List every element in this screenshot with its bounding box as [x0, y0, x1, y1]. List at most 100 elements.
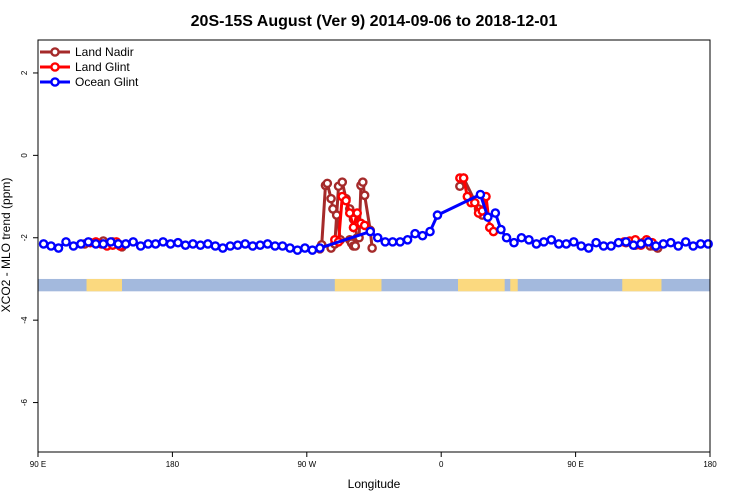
y-tick-label: -4: [20, 316, 29, 324]
land-strip-segment: [86, 278, 122, 292]
legend-label: Ocean Glint: [75, 75, 139, 89]
data-point: [458, 173, 469, 183]
data-point: [606, 241, 616, 251]
legend-marker: [50, 47, 60, 57]
data-point: [300, 243, 310, 253]
data-point: [417, 230, 428, 241]
data-point: [628, 240, 639, 250]
data-point: [255, 240, 265, 250]
data-point: [666, 237, 676, 248]
data-point: [432, 210, 443, 220]
data-point: [188, 239, 198, 249]
data-point: [658, 239, 669, 249]
data-point: [53, 243, 64, 253]
data-point: [158, 237, 168, 247]
data-point: [270, 241, 280, 251]
data-point: [372, 232, 383, 243]
data-point: [210, 241, 221, 251]
data-point: [262, 239, 273, 249]
data-point: [292, 245, 303, 255]
data-point: [546, 235, 557, 245]
series-layer: [38, 173, 713, 255]
data-point: [591, 237, 601, 248]
y-tick-label: -2: [20, 234, 29, 242]
y-axis: 2 0 -2 -4 -6: [20, 70, 38, 406]
y-tick-label: 2: [20, 70, 29, 75]
legend-label: Land Glint: [75, 60, 130, 74]
data-point: [113, 239, 124, 249]
land-strip-segment: [510, 278, 518, 292]
data-point: [501, 232, 512, 243]
data-point: [488, 226, 499, 237]
data-point: [490, 208, 501, 218]
data-point: [120, 239, 131, 249]
data-point: [307, 245, 318, 255]
x-tick-label: 0: [439, 460, 444, 469]
data-point: [61, 237, 71, 247]
y-tick-label: 0: [20, 153, 29, 158]
data-point: [496, 224, 506, 235]
legend-marker: [50, 62, 60, 72]
data-point: [83, 237, 94, 247]
data-point: [539, 237, 549, 247]
data-point: [576, 241, 587, 251]
data-point: [46, 241, 56, 251]
data-point: [38, 239, 49, 249]
data-point: [583, 243, 594, 253]
data-point: [402, 235, 413, 245]
data-point: [135, 241, 146, 251]
data-point: [598, 241, 609, 251]
data-point: [651, 241, 661, 251]
x-tick-label: 180: [166, 460, 180, 469]
data-point: [344, 208, 355, 218]
data-point: [315, 243, 325, 253]
data-point: [180, 240, 191, 250]
series-line: [459, 176, 495, 233]
data-point: [165, 239, 176, 249]
data-point: [568, 237, 579, 247]
data-point: [247, 241, 258, 251]
x-tick-label: 180: [703, 460, 717, 469]
data-point: [410, 228, 420, 239]
data-point: [128, 237, 138, 247]
x-tick-label: 90 E: [567, 460, 583, 469]
land-strip-segment: [334, 278, 382, 292]
y-tick-label: -6: [20, 398, 29, 406]
data-point: [365, 226, 376, 237]
data-point: [341, 195, 351, 206]
data-point: [195, 240, 206, 250]
data-point: [469, 197, 480, 208]
data-point: [352, 208, 363, 218]
data-point: [285, 243, 295, 253]
data-point: [359, 220, 370, 231]
data-point: [561, 239, 572, 249]
data-point: [673, 241, 684, 251]
data-point: [395, 237, 405, 247]
legend-entry: Land Nadir: [40, 45, 134, 59]
data-point: [516, 232, 527, 243]
data-point: [322, 178, 333, 189]
data-point: [483, 212, 493, 222]
data-point: [348, 222, 359, 233]
legend-entry: Land Glint: [40, 60, 130, 74]
data-point: [455, 181, 465, 192]
data-point: [217, 243, 228, 253]
data-point: [91, 239, 101, 249]
data-point: [703, 239, 713, 249]
data-point: [326, 193, 336, 204]
data-point: [613, 237, 624, 248]
data-point: [277, 241, 288, 251]
data-point: [387, 237, 398, 247]
data-point: [475, 189, 486, 200]
data-point: [509, 237, 519, 248]
data-point: [359, 190, 370, 201]
data-point: [688, 241, 699, 251]
x-axis: 90 E 180 90 W 0 90 E 180: [30, 452, 717, 469]
data-point: [203, 239, 213, 249]
data-point: [380, 237, 391, 247]
data-point: [621, 237, 631, 247]
chart-title: 20S-15S August (Ver 9) 2014-09-06 to 201…: [191, 13, 558, 30]
data-point: [225, 241, 236, 251]
